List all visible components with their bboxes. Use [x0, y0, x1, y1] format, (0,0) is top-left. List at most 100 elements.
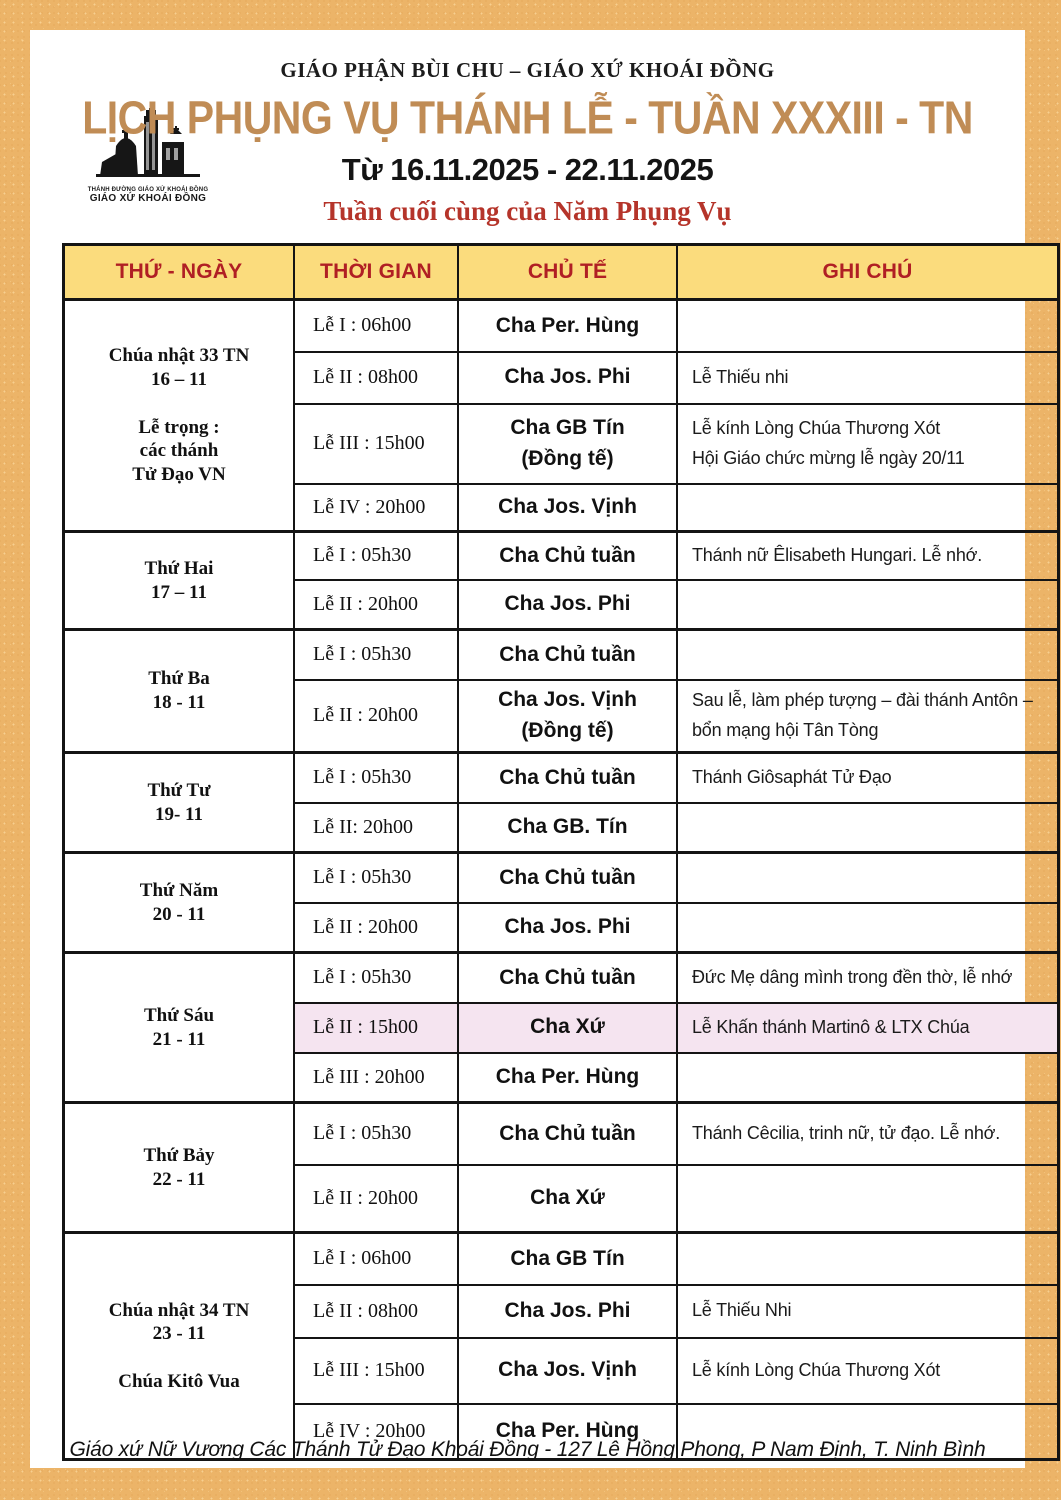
celebrant-cell: Cha Xứ	[457, 1163, 678, 1234]
time-cell: Lễ III : 15h00	[293, 402, 459, 485]
celebrant-cell: Cha Jos. Vịnh (Đồng tế)	[457, 678, 678, 754]
celebrant-cell: Cha Chủ tuần	[457, 1101, 678, 1166]
celebrant-cell: Cha Jos. Phi	[457, 1283, 678, 1339]
note-cell	[676, 901, 1060, 954]
time-cell: Lễ I : 06h00	[293, 298, 459, 353]
note-cell: Lễ kính Lòng Chúa Thương Xót	[676, 1336, 1060, 1405]
schedule-row: Lễ II : 20h00 Cha Jos. Phi	[64, 578, 1060, 631]
celebrant-cell: Cha Per. Hùng	[457, 1402, 678, 1461]
schedule-row: Lễ IV : 20h00 Cha Jos. Vịnh	[64, 482, 1060, 533]
time-cell: Lễ II : 20h00	[293, 1163, 459, 1234]
schedule-row: Chúa nhật 33 TN 16 – 11 Lễ trọng : các t…	[62, 298, 1060, 533]
schedule-row: Lễ III : 15h00 Cha GB Tín (Đồng tế) Lễ kín…	[64, 402, 1060, 485]
note-cell: Lễ Thiếu Nhi	[676, 1283, 1060, 1339]
time-cell: Lễ I : 05h30	[293, 951, 459, 1004]
schedule-row: Chúa nhật 34 TN 23 - 11 Chúa Kitô Vua Lễ …	[62, 1231, 1060, 1461]
time-cell: Lễ IV : 20h00	[293, 482, 459, 533]
column-header-2: CHỦ TẾ	[457, 243, 678, 301]
celebrant-cell: Cha Chủ tuần	[457, 951, 678, 1004]
note-cell: Đức Mẹ dâng mình trong đền thờ, lễ nhớ	[676, 951, 1060, 1004]
celebrant-cell: Cha Chủ tuần	[457, 851, 678, 904]
note-cell	[676, 482, 1060, 533]
time-cell: Lễ I : 05h30	[293, 751, 459, 804]
note-cell: Thánh Cêcilia, trinh nữ, tử đạo. Lễ nhớ.	[676, 1101, 1060, 1166]
header-row: THỨ - NGÀY THỜI GIAN CHỦ TẾ GHI CHÚ	[62, 243, 1060, 301]
date-range: Từ 16.11.2025 - 22.11.2025	[341, 152, 714, 187]
week-subtitle: Tuần cuối cùng của Năm Phụng Vụ	[323, 196, 732, 226]
schedule-row: Lễ II : 08h00 Cha Jos. Phi Lễ Thiếu Nhi	[64, 1283, 1060, 1339]
celebrant-cell: Cha Per. Hùng	[457, 1051, 678, 1104]
schedule-row: Lễ II : 15h00 Cha Xứ Lễ Khấn thánh Martinô…	[64, 1001, 1060, 1054]
time-cell: Lễ III : 20h00	[293, 1051, 459, 1104]
day-cell-0: Chúa nhật 33 TN 16 – 11 Lễ trọng : các t…	[62, 298, 295, 533]
day-cell-4: Thứ Năm 20 - 11	[62, 851, 295, 954]
schedule-row: Lễ II : 20h00 Cha Jos. Phi	[64, 901, 1060, 954]
time-cell: Lễ II : 20h00	[293, 678, 459, 754]
celebrant-cell: Cha Chủ tuần	[457, 530, 678, 581]
note-cell	[676, 801, 1060, 854]
time-cell: Lễ II : 08h00	[293, 350, 459, 405]
parish-logo: THÁNH ĐƯỜNG GIÁO XỨ KHOÁI ĐỒNG GIÁO XỨ K…	[78, 108, 218, 204]
diocese-line: GIÁO PHẬN BÙI CHU – GIÁO XỨ KHOÁI ĐỒNG	[280, 58, 775, 82]
schedule-row: Thứ Tư 19- 11 Lễ I : 05h30 Cha Chủ tuần Thá…	[62, 751, 1060, 854]
time-cell: Lễ IV : 20h00	[293, 1402, 459, 1461]
note-cell	[676, 1231, 1060, 1286]
time-cell: Lễ II : 15h00	[293, 1001, 459, 1054]
schedule-table-head: THỨ - NGÀY THỜI GIAN CHỦ TẾ GHI CHÚ	[62, 243, 1060, 301]
time-cell: Lễ I : 05h30	[293, 851, 459, 904]
schedule-row: Lễ III : 20h00 Cha Per. Hùng	[64, 1051, 1060, 1104]
celebrant-cell: Cha Jos. Phi	[457, 350, 678, 405]
page-title: LỊCH PHỤNG VỤ THÁNH LỄ - TUẦN XXXIII - T…	[82, 92, 973, 144]
note-cell: Sau lễ, làm phép tượng – đài thánh Antôn…	[676, 678, 1060, 754]
schedule-row: Lễ II : 20h00 Cha Xứ	[64, 1163, 1060, 1234]
celebrant-cell: Cha GB Tín (Đồng tế)	[457, 402, 678, 485]
celebrant-cell: Cha Xứ	[457, 1001, 678, 1054]
note-cell	[676, 1163, 1060, 1234]
note-cell	[676, 578, 1060, 631]
time-cell: Lễ III : 15h00	[293, 1336, 459, 1405]
day-cell-5: Thứ Sáu 21 - 11	[62, 951, 295, 1104]
time-cell: Lễ I : 05h30	[293, 530, 459, 581]
note-cell: Lễ Thiếu nhi	[676, 350, 1060, 405]
schedule-row: Lễ III : 15h00 Cha Jos. Vịnh Lễ kính Lòng …	[64, 1336, 1060, 1405]
church-silhouette-icon	[96, 108, 200, 177]
note-cell: Lễ Khấn thánh Martinô & LTX Chúa	[676, 1001, 1060, 1054]
note-cell	[676, 851, 1060, 904]
celebrant-cell: Cha GB. Tín	[457, 801, 678, 854]
note-cell	[676, 1402, 1060, 1461]
time-cell: Lễ II : 08h00	[293, 1283, 459, 1339]
celebrant-cell: Cha Chủ tuần	[457, 751, 678, 804]
day-cell-2: Thứ Ba 18 - 11	[62, 628, 295, 754]
schedule-row: Lễ II : 20h00 Cha Jos. Vịnh (Đồng tế) Sau …	[64, 678, 1060, 754]
time-cell: Lễ I : 06h00	[293, 1231, 459, 1286]
celebrant-cell: Cha Per. Hùng	[457, 298, 678, 353]
logo-caption: GIÁO XỨ KHOÁI ĐỒNG	[89, 193, 207, 204]
column-header-1: THỜI GIAN	[293, 243, 459, 301]
schedule-row: Lễ IV : 20h00 Cha Per. Hùng	[64, 1402, 1060, 1461]
celebrant-cell: Cha Jos. Vịnh	[457, 1336, 678, 1405]
celebrant-cell: Cha Jos. Phi	[457, 901, 678, 954]
footer-address: Giáo xứ Nữ Vương Các Thánh Tử Đạo Khoái …	[69, 1438, 986, 1461]
column-header-3: GHI CHÚ	[676, 243, 1060, 301]
celebrant-cell: Cha GB Tín	[457, 1231, 678, 1286]
schedule-row: Thứ Ba 18 - 11 Lễ I : 05h30 Cha Chủ tuần	[62, 628, 1060, 754]
time-cell: Lễ II : 20h00	[293, 578, 459, 631]
celebrant-cell: Cha Jos. Vịnh	[457, 482, 678, 533]
schedule-row: Lễ II: 20h00 Cha GB. Tín	[64, 801, 1060, 854]
time-cell: Lễ I : 05h30	[293, 1101, 459, 1166]
day-cell-1: Thứ Hai 17 – 11	[62, 530, 295, 631]
celebrant-cell: Cha Jos. Phi	[457, 578, 678, 631]
schedule-table: THỨ - NGÀY THỜI GIAN CHỦ TẾ GHI CHÚ Chúa nh…	[62, 243, 1060, 1461]
day-cell-6: Thứ Bảy 22 - 11	[62, 1101, 295, 1234]
schedule-row: Thứ Bảy 22 - 11 Lễ I : 05h30 Cha Chủ tuần T…	[62, 1101, 1060, 1234]
note-cell: Thánh Giôsaphát Tử Đạo	[676, 751, 1060, 804]
schedule-row: Thứ Hai 17 – 11 Lễ I : 05h30 Cha Chủ tuần T…	[62, 530, 1060, 631]
note-cell	[676, 298, 1060, 353]
logo-subcaption: THÁNH ĐƯỜNG GIÁO XỨ KHOÁI ĐỒNG	[87, 187, 209, 193]
schedule-table-body: Chúa nhật 33 TN 16 – 11 Lễ trọng : các t…	[62, 298, 1060, 1461]
day-cell-7: Chúa nhật 34 TN 23 - 11 Chúa Kitô Vua	[62, 1231, 295, 1461]
time-cell: Lễ II : 20h00	[293, 901, 459, 954]
time-cell: Lễ II: 20h00	[293, 801, 459, 854]
day-cell-3: Thứ Tư 19- 11	[62, 751, 295, 854]
note-cell	[676, 1051, 1060, 1104]
